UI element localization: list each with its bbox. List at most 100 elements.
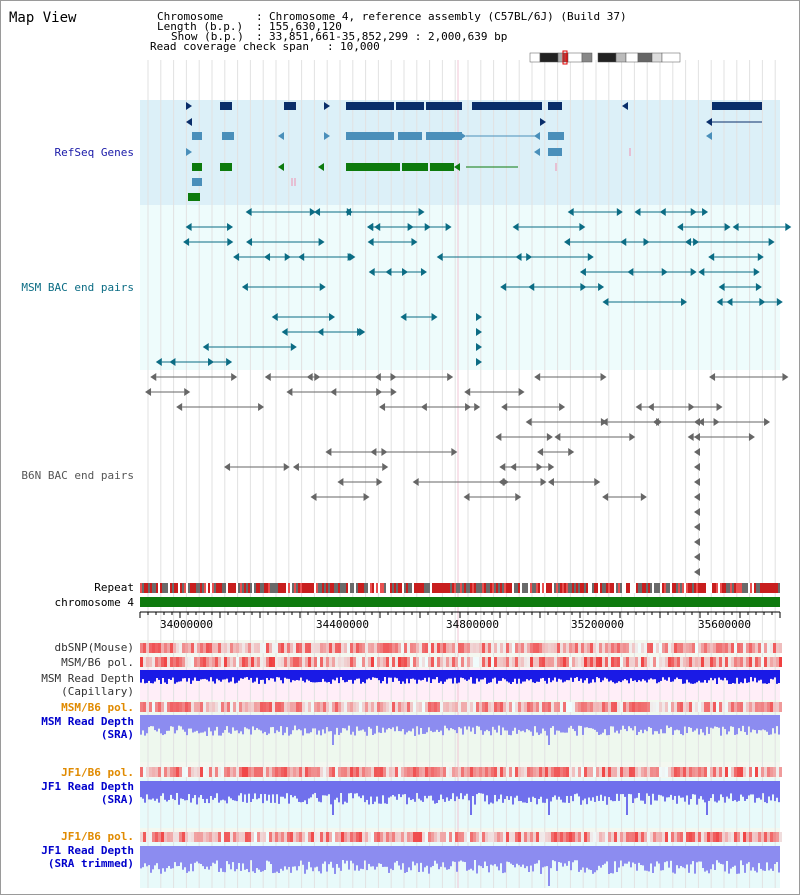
polymorphism-cell <box>563 657 566 667</box>
read-depth-bar <box>226 846 228 862</box>
gene-arrow <box>186 102 192 110</box>
read-depth-bar <box>606 846 608 862</box>
polymorphism-cell <box>263 767 266 777</box>
read-depth-bar <box>218 715 220 736</box>
read-depth-bar <box>234 846 236 872</box>
polymorphism-cell <box>284 643 287 653</box>
repeat-segment <box>240 583 242 593</box>
polymorphism-cell <box>143 767 146 777</box>
read-depth-bar <box>206 715 208 736</box>
polymorphism-cell <box>671 767 674 777</box>
msm-bac-end <box>661 268 668 276</box>
polymorphism-cell <box>329 643 332 653</box>
polymorphism-cell <box>176 767 179 777</box>
track-label-refseq[interactable]: RefSeq Genes <box>54 146 134 159</box>
read-depth-bar <box>334 781 336 800</box>
read-depth-bar <box>260 670 262 680</box>
repeat-segment <box>680 583 682 593</box>
polymorphism-cell <box>686 767 689 777</box>
read-depth-bar <box>718 781 720 801</box>
read-depth-bar <box>552 670 554 681</box>
read-depth-bar <box>592 715 594 729</box>
polymorphism-cell <box>425 657 428 667</box>
repeat-segment <box>762 583 764 593</box>
repeat-segment <box>586 583 588 593</box>
polymorphism-cell <box>632 657 635 667</box>
polymorphism-cell <box>659 767 662 777</box>
read-depth-bar <box>320 781 322 803</box>
read-depth-bar <box>332 715 334 745</box>
repeat-segment <box>448 583 450 593</box>
read-depth-bar <box>492 846 494 866</box>
polymorphism-cell <box>236 832 239 842</box>
polymorphism-cell <box>425 767 428 777</box>
track-label-jf1-b6-pol[interactable]: JF1/B6 pol. <box>61 766 134 779</box>
polymorphism-cell <box>566 832 569 842</box>
read-depth-bar <box>648 670 650 680</box>
read-depth-bar <box>680 715 682 735</box>
read-depth-bar <box>670 670 672 682</box>
repeat-segment <box>502 583 504 593</box>
track-label-msm-b6-pol-2[interactable]: MSM/B6 pol. <box>61 701 134 714</box>
read-depth-bar <box>408 846 410 868</box>
polymorphism-cell <box>734 767 737 777</box>
polymorphism-cell <box>317 657 320 667</box>
read-depth-bar <box>152 715 154 727</box>
polymorphism-cell <box>446 832 449 842</box>
polymorphism-cell <box>209 767 212 777</box>
read-depth-bar <box>386 846 388 867</box>
polymorphism-cell <box>284 832 287 842</box>
track-label-jf1-depth-sra[interactable]: JF1 Read Depth <box>41 780 134 793</box>
read-depth-bar <box>438 781 440 801</box>
read-depth-bar <box>500 670 502 681</box>
read-depth-bar <box>736 670 738 678</box>
read-depth-bar <box>666 715 668 726</box>
polymorphism-cell <box>290 832 293 842</box>
read-depth-bar <box>422 670 424 680</box>
polymorphism-cell <box>212 767 215 777</box>
read-depth-bar <box>252 715 254 727</box>
read-depth-bar <box>762 715 764 730</box>
polymorphism-cell <box>419 702 422 712</box>
track-label-msm-depth-sra[interactable]: MSM Read Depth <box>41 715 134 728</box>
polymorphism-cell <box>245 643 248 653</box>
polymorphism-cell <box>284 767 287 777</box>
read-depth-bar <box>578 781 580 797</box>
polymorphism-cell <box>776 832 779 842</box>
read-depth-bar <box>670 715 672 727</box>
track-label-jf1-b6-pol-2[interactable]: JF1/B6 pol. <box>61 830 134 843</box>
track-label-jf1-depth-trimmed[interactable]: JF1 Read Depth <box>41 844 134 857</box>
polymorphism-cell <box>665 702 668 712</box>
read-depth-bar <box>730 781 732 794</box>
track-label-b6n-bac[interactable]: B6N BAC end pairs <box>21 469 134 482</box>
polymorphism-cell <box>158 767 161 777</box>
repeat-segment <box>464 583 466 593</box>
read-depth-bar <box>640 670 642 682</box>
read-depth-bar <box>698 846 700 862</box>
read-depth-bar <box>228 670 230 683</box>
polymorphism-cell <box>359 702 362 712</box>
polymorphism-cell <box>455 657 458 667</box>
repeat-segment <box>158 583 160 593</box>
polymorphism-cell <box>464 767 467 777</box>
read-depth-bar <box>180 781 182 799</box>
b6n-bac-end <box>694 508 700 516</box>
track-label-msm-b6-pol[interactable]: MSM/B6 pol. <box>61 656 134 669</box>
read-depth-bar <box>520 781 522 802</box>
read-depth-bar <box>328 715 330 732</box>
msm-bac-end <box>616 208 623 216</box>
track-label-msm-depth-capillary[interactable]: MSM Read Depth <box>41 672 134 685</box>
msm-bac-end <box>349 253 356 261</box>
track-label-dbsnp[interactable]: dbSNP(Mouse) <box>54 641 134 654</box>
polymorphism-cell <box>446 702 449 712</box>
b6n-bac-end <box>447 373 454 381</box>
track-label-msm-bac[interactable]: MSM BAC end pairs <box>21 281 134 294</box>
repeat-segment <box>326 583 328 593</box>
read-depth-bar <box>552 846 554 861</box>
repeat-segment <box>622 583 624 593</box>
read-depth-bar <box>560 846 562 863</box>
read-depth-bar <box>280 715 282 727</box>
repeat-segment <box>280 583 282 593</box>
polymorphism-cell <box>740 832 743 842</box>
